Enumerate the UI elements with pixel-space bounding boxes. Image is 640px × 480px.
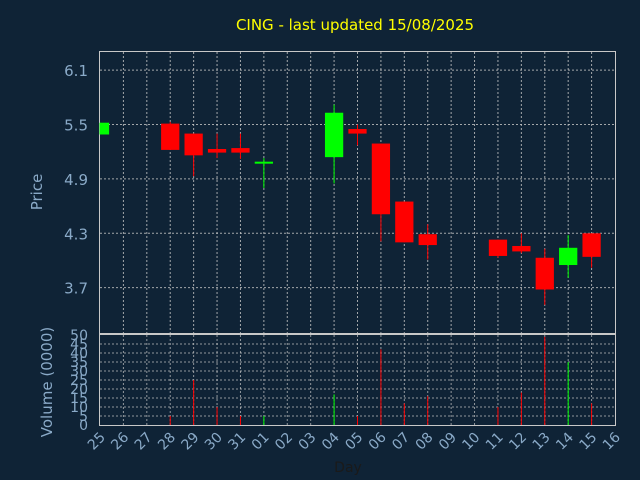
price-tick-label: 3.7 (64, 280, 88, 298)
candle-body (348, 129, 367, 134)
volume-tick-label: 25 (70, 373, 88, 389)
candle-body (254, 161, 273, 164)
price-grid (100, 52, 615, 333)
day-axis-label: Day (334, 460, 362, 476)
volume-tick-label: 50 (70, 328, 88, 344)
volume-panel-frame (99, 334, 616, 426)
candle-body (488, 239, 508, 256)
day-axis-ticks: 25 26 27 28 29 30 31 01 02 03 04 05 06 07 08 09 10 11 12 13… (85, 429, 624, 453)
volume-tick-label: 30 (70, 364, 88, 380)
volume-tick-label: 40 (70, 346, 88, 362)
price-tick-label: 5.5 (64, 117, 88, 135)
candle-body (231, 148, 250, 153)
price-candles (99, 104, 601, 305)
volume-tick-label: 10 (70, 400, 88, 416)
candle-body (371, 143, 391, 215)
chart-title: CING - last updated 15/08/2025 (236, 16, 474, 34)
candle-body (512, 245, 531, 252)
volume-tick-label: 20 (70, 382, 88, 398)
price-axis-ticks: 6.1 5.5 4.9 4.3 3.7 (64, 62, 88, 298)
volume-axis-label: Volume (0000) (38, 327, 56, 437)
volume-bars (169, 336, 593, 425)
candle-body (559, 247, 578, 266)
price-axis-label: Price (28, 174, 46, 211)
candle-body (582, 233, 601, 257)
candle-body (207, 148, 227, 153)
volume-tick-label: 5 (79, 409, 88, 425)
price-panel-frame (99, 51, 616, 334)
candle-body (161, 123, 180, 150)
candle-body (184, 133, 203, 156)
price-tick-label: 4.3 (64, 225, 88, 243)
price-tick-label: 4.9 (64, 171, 88, 189)
volume-tick-label: 15 (70, 391, 88, 407)
volume-tick-label: 0 (79, 418, 88, 434)
candle-body (418, 234, 437, 246)
candle-body (395, 201, 414, 243)
volume-tick-label: 35 (70, 355, 88, 371)
candle-body (100, 122, 110, 135)
candle-body (324, 112, 344, 158)
volume-tick-label: 45 (70, 337, 88, 353)
candle-body (535, 257, 554, 290)
price-tick-label: 6.1 (64, 62, 88, 80)
